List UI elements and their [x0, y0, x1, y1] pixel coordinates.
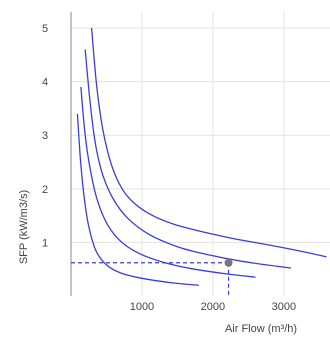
operating-point-group [71, 258, 233, 296]
x-axis-label: Air Flow (m³/h) [225, 323, 297, 335]
y-axis-label: SFP (kW/m3/s) [18, 190, 30, 264]
y-tick-label: 5 [42, 23, 48, 35]
operating-point-marker[interactable] [224, 258, 233, 267]
x-tick-labels: 1000 2000 3000 [130, 301, 296, 313]
y-tick-label: 4 [42, 77, 48, 89]
y-tick-label: 1 [42, 237, 48, 249]
x-tick-label: 1000 [130, 301, 154, 313]
series-group [76, 28, 327, 286]
x-tick-label: 2000 [201, 301, 225, 313]
grid-lines [71, 12, 330, 296]
series-line-4 [90, 28, 327, 258]
series-line-2 [80, 86, 256, 278]
y-tick-label: 3 [42, 130, 48, 142]
series-line-1 [76, 113, 199, 286]
y-tick-labels: 1 2 3 4 5 [42, 23, 48, 249]
series-line-3 [84, 49, 292, 269]
y-tick-label: 2 [42, 184, 48, 196]
x-tick-label: 3000 [272, 301, 296, 313]
